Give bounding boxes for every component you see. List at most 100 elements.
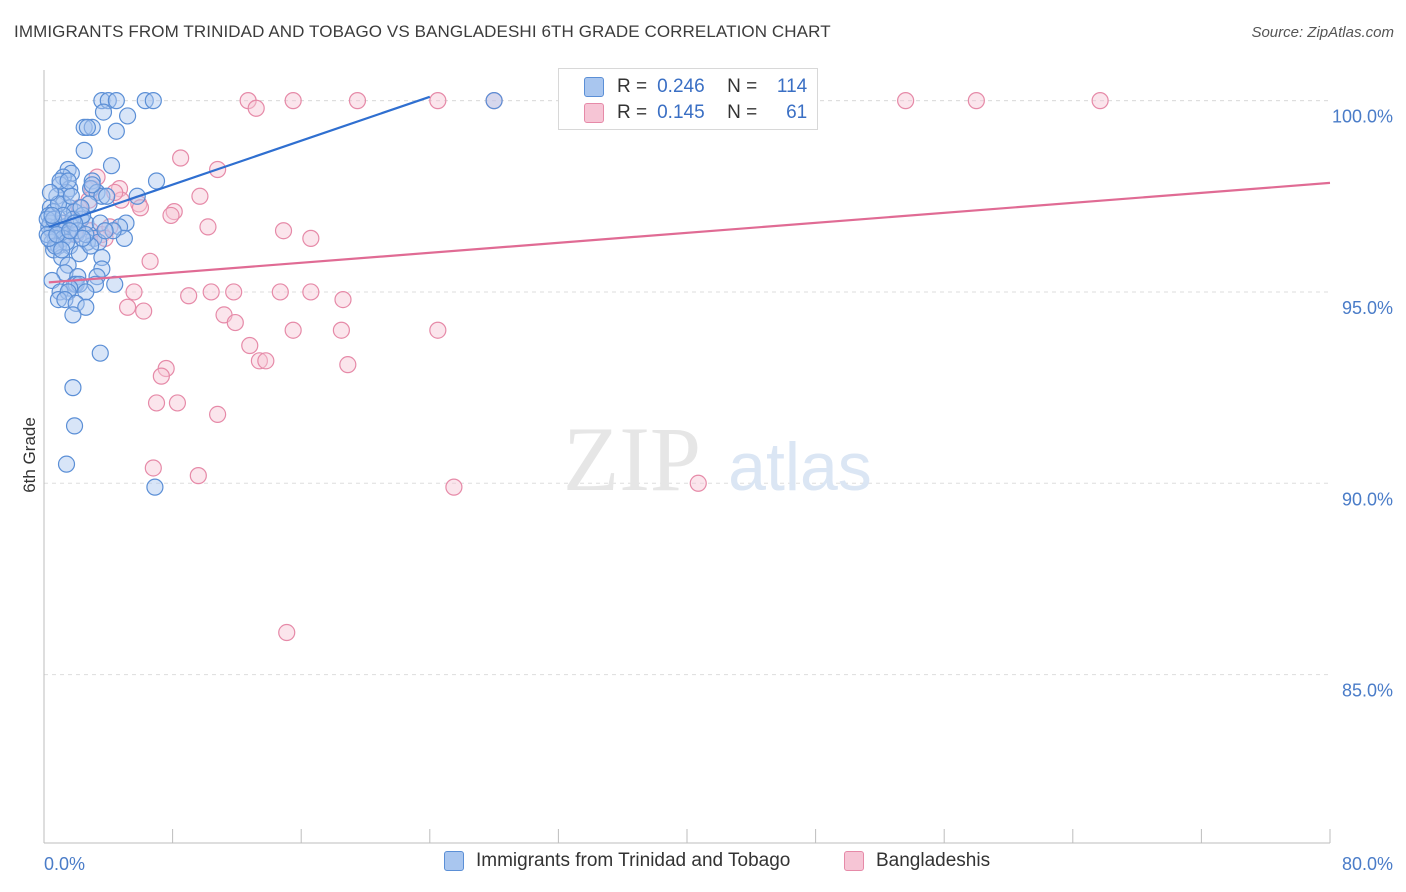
n-label: N = bbox=[727, 76, 758, 97]
legend-item-bangladeshis[interactable]: Bangladeshis bbox=[844, 850, 990, 872]
trinidad-point bbox=[107, 122, 125, 140]
bangladeshis-point bbox=[302, 229, 320, 247]
r-value: 0.145 bbox=[657, 102, 705, 123]
trinidad-point bbox=[75, 141, 93, 159]
trinidad-point bbox=[91, 344, 109, 362]
stats-legend: R = 0.246 N = 114 R = 0.145 N = 61 bbox=[558, 68, 818, 130]
bangladeshis-point bbox=[125, 283, 143, 301]
bangladeshis-point bbox=[191, 187, 209, 205]
trinidad-point bbox=[61, 222, 79, 240]
bangladeshis-point bbox=[152, 367, 170, 385]
trinidad-point bbox=[146, 478, 164, 496]
trinidad-point bbox=[43, 206, 61, 225]
trinidad-point bbox=[94, 103, 113, 121]
trinidad-point bbox=[56, 291, 74, 309]
bangladeshis-point bbox=[247, 99, 265, 117]
trinidad-point bbox=[64, 379, 82, 397]
trinidad-point bbox=[48, 225, 66, 244]
bangladeshis-point bbox=[302, 283, 320, 301]
bangladeshis-point bbox=[689, 474, 707, 492]
trinidad-point bbox=[59, 172, 77, 190]
bangladeshis-point bbox=[271, 283, 289, 301]
trinidad-point bbox=[83, 176, 101, 194]
watermark-atlas: atlas bbox=[728, 429, 872, 505]
legend-label-bangladeshis: Bangladeshis bbox=[876, 850, 991, 871]
bangladeshis-point bbox=[172, 149, 190, 167]
bangladeshis-point bbox=[168, 394, 187, 412]
trinidad-point bbox=[107, 92, 125, 110]
trinidad-point bbox=[96, 222, 114, 240]
bangladeshis-point bbox=[429, 92, 447, 110]
r-value: 0.246 bbox=[657, 76, 705, 97]
bangladeshis-point bbox=[144, 459, 162, 477]
source-label: Source: ZipAtlas.com bbox=[1251, 24, 1394, 41]
bangladeshis-points bbox=[54, 92, 1109, 642]
trinidad-point bbox=[78, 118, 97, 137]
trinidad-point bbox=[77, 298, 95, 316]
bangladeshis-point bbox=[278, 623, 296, 642]
trinidad-point bbox=[102, 157, 121, 175]
bangladeshis-point bbox=[162, 206, 180, 225]
bangladeshis-point bbox=[189, 467, 207, 485]
trinidad-point bbox=[49, 291, 68, 309]
trinidad-point bbox=[118, 107, 137, 125]
y-tick-label: 85.0% bbox=[1342, 681, 1393, 701]
y-tick-label: 90.0% bbox=[1342, 489, 1393, 509]
legend-item-trinidad[interactable]: Immigrants from Trinidad and Tobago bbox=[444, 850, 790, 872]
x-tick-label-min: 0.0% bbox=[44, 854, 85, 874]
legend-swatch-bangladeshis bbox=[844, 851, 864, 871]
bottom-legend: Immigrants from Trinidad and Tobago Bang… bbox=[0, 850, 1406, 880]
bangladeshis-point bbox=[274, 222, 293, 240]
y-tick-label: 100.0% bbox=[1332, 107, 1393, 127]
trinidad-point bbox=[73, 229, 92, 247]
trinidad-point bbox=[144, 92, 162, 110]
bangladeshis-point bbox=[209, 405, 227, 424]
bangladeshis-point bbox=[226, 313, 244, 332]
bangladeshis-point bbox=[429, 321, 447, 339]
bangladeshis-trend-line bbox=[48, 181, 1331, 284]
stats-row-bangladeshis: R = 0.145 N = 61 bbox=[584, 100, 808, 126]
trinidad-trend-line bbox=[48, 95, 431, 228]
trinidad-point bbox=[77, 283, 95, 301]
bangladeshis-point bbox=[257, 352, 275, 370]
trinidad-point bbox=[41, 183, 60, 202]
trinidad-point bbox=[93, 187, 111, 205]
axis-layer: 85.0% 90.0% 95.0% 100.0% 0.0% 80.0% bbox=[43, 70, 1393, 874]
n-label: N = bbox=[727, 102, 758, 123]
zipatlas-watermark: ZIP atlas bbox=[563, 408, 872, 510]
bangladeshis-point bbox=[199, 218, 217, 236]
bangladeshis-point bbox=[284, 92, 302, 110]
trinidad-point bbox=[53, 241, 71, 259]
bangladeshis-point bbox=[118, 298, 137, 316]
watermark-zip: ZIP bbox=[563, 408, 701, 510]
bangladeshis-point bbox=[202, 283, 220, 301]
bangladeshis-point bbox=[445, 478, 463, 496]
r-label: R = bbox=[617, 76, 648, 97]
trinidad-point bbox=[65, 417, 84, 435]
bangladeshis-point bbox=[339, 356, 357, 374]
trinidad-point bbox=[485, 92, 503, 110]
bangladeshis-point bbox=[334, 291, 352, 309]
n-value: 61 bbox=[786, 102, 808, 123]
stats-row-trinidad: R = 0.246 N = 114 bbox=[584, 74, 808, 100]
r-label: R = bbox=[617, 102, 648, 123]
legend-swatch-trinidad bbox=[444, 851, 464, 871]
chart-title: IMMIGRANTS FROM TRINIDAD AND TOBAGO VS B… bbox=[14, 22, 831, 41]
x-tick-label-max: 80.0% bbox=[1342, 854, 1393, 874]
bangladeshis-point bbox=[967, 92, 985, 110]
bangladeshis-point bbox=[897, 92, 915, 110]
trend-lines bbox=[48, 95, 1331, 284]
bangladeshis-point bbox=[225, 283, 243, 301]
n-value: 114 bbox=[776, 76, 808, 97]
bangladeshis-point bbox=[241, 336, 259, 355]
bangladeshis-point bbox=[106, 183, 124, 202]
bangladeshis-point bbox=[284, 321, 302, 339]
y-axis-label: 6th Grade bbox=[20, 417, 39, 493]
y-tick-label: 95.0% bbox=[1342, 298, 1393, 318]
bangladeshis-point bbox=[250, 352, 269, 370]
bangladeshis-point bbox=[1091, 92, 1109, 110]
trinidad-point bbox=[98, 187, 116, 205]
trinidad-point bbox=[147, 172, 166, 190]
bangladeshis-point bbox=[147, 394, 166, 412]
